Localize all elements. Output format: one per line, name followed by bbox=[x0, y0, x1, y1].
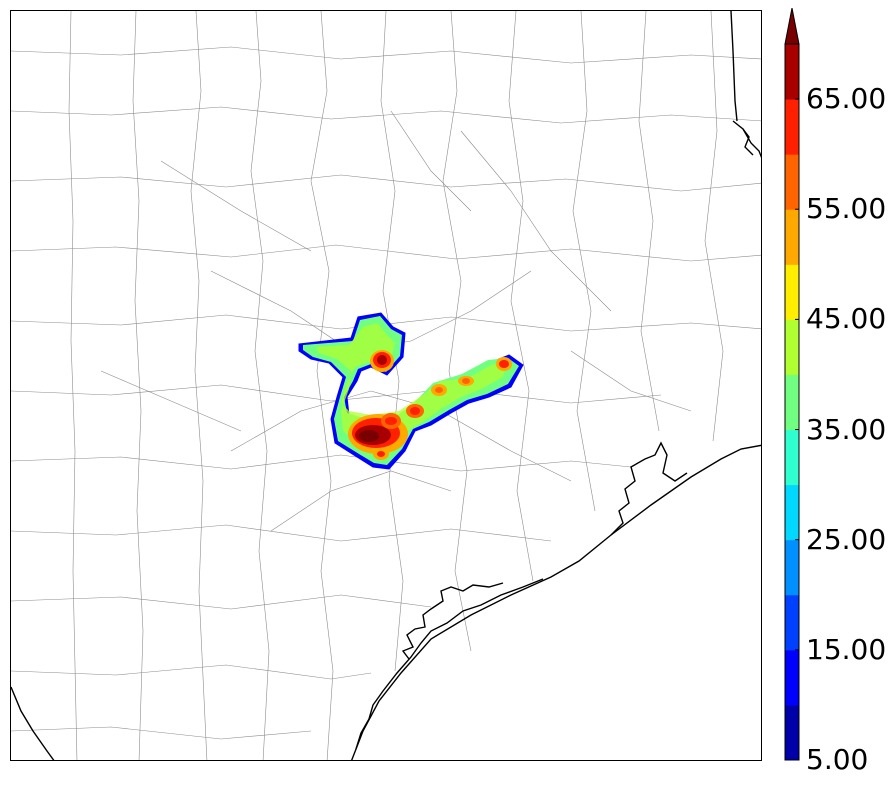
colorbar-band bbox=[785, 44, 799, 100]
colorbar-band bbox=[785, 374, 799, 431]
colorbar-band bbox=[785, 649, 799, 706]
colorbar-tick-label: 45.00 bbox=[806, 302, 887, 336]
colorbar-band bbox=[785, 484, 799, 541]
colorbar-band bbox=[785, 539, 799, 596]
storm-cell-7 bbox=[373, 448, 389, 460]
storm-cell-2 bbox=[370, 350, 394, 372]
colorbar-tick-label: 65.00 bbox=[806, 82, 887, 116]
colorbar-tick-label: 25.00 bbox=[806, 522, 887, 556]
colorbar-band bbox=[785, 319, 799, 375]
colorbar-band bbox=[785, 704, 799, 761]
storm-cell-4 bbox=[431, 384, 447, 396]
storm-cell-6 bbox=[496, 357, 512, 371]
colorbar-band bbox=[785, 99, 799, 155]
colorbar-band bbox=[785, 209, 799, 265]
colorbar-tick-label: 55.00 bbox=[806, 192, 887, 226]
map-panel bbox=[10, 10, 762, 761]
map-canvas bbox=[11, 11, 761, 760]
precipitation-field bbox=[298, 312, 524, 470]
colorbar-band bbox=[785, 594, 799, 651]
colorbar-extend-arrow bbox=[784, 8, 800, 45]
coastline bbox=[11, 11, 761, 760]
colorbar bbox=[784, 8, 800, 761]
colorbar-outline bbox=[784, 43, 800, 761]
colorbar-band bbox=[785, 264, 799, 320]
county-boundaries bbox=[11, 11, 761, 760]
colorbar-tick-label: 35.00 bbox=[806, 412, 887, 446]
storm-cell-5 bbox=[458, 376, 474, 386]
storm-cell-8 bbox=[381, 413, 401, 429]
colorbar-band bbox=[785, 429, 799, 486]
colorbar-tick-label: 15.00 bbox=[806, 632, 887, 666]
colorbar-tick-label: 5.00 bbox=[806, 743, 869, 776]
storm-cell-3 bbox=[406, 404, 424, 418]
colorbar-band bbox=[785, 154, 799, 210]
